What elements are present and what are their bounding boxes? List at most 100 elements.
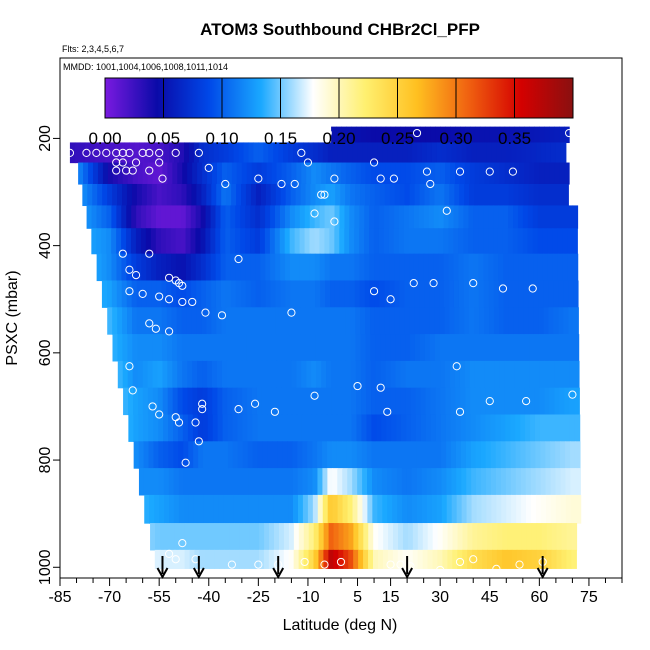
heatmap-cell (542, 205, 549, 229)
heatmap-cell (380, 360, 387, 389)
heatmap-cell (552, 205, 559, 229)
heatmap-cell (560, 494, 567, 524)
sample-marker (522, 396, 531, 406)
heatmap-cell (429, 280, 435, 308)
heatmap-cell (405, 126, 412, 144)
heatmap-cell (564, 414, 571, 442)
heatmap-cell (184, 549, 191, 569)
heatmap-cell (210, 253, 217, 282)
heatmap-cell (173, 468, 180, 496)
heatmap-cell (351, 387, 357, 416)
heatmap-cell (245, 205, 251, 229)
heatmap-cell (395, 387, 402, 416)
heatmap-cell (186, 280, 192, 308)
heatmap-cell (571, 523, 578, 551)
heatmap-cell (221, 183, 227, 207)
sample-marker (254, 560, 263, 569)
heatmap-cell (565, 441, 571, 469)
heatmap-cell (302, 494, 309, 524)
heatmap-cell (461, 468, 467, 496)
heatmap-cell (190, 253, 197, 282)
heatmap-cell (433, 205, 440, 229)
heatmap-cell (489, 360, 496, 389)
heatmap-cell (559, 126, 565, 144)
heatmap-cell (253, 142, 259, 164)
heatmap-cell (235, 253, 242, 282)
heatmap-cell (212, 387, 218, 416)
heatmap-cell (487, 523, 493, 551)
heatmap-cell (477, 549, 483, 569)
heatmap-cell (157, 162, 164, 185)
heatmap-cell (461, 494, 468, 524)
heatmap-cell (250, 183, 257, 207)
heatmap-cell (320, 307, 326, 335)
heatmap-cell (430, 162, 436, 185)
heatmap-cell (172, 334, 178, 362)
heatmap-cell (533, 307, 540, 335)
heatmap-cell (280, 280, 286, 308)
sample-marker (234, 405, 243, 414)
heatmap-cell (444, 307, 450, 335)
heatmap-cell (460, 126, 466, 144)
heatmap-cell (440, 387, 446, 416)
heatmap-cell (246, 360, 253, 389)
heatmap-cell (294, 205, 301, 229)
heatmap-cell (498, 307, 505, 335)
heatmap-cell (520, 441, 527, 469)
heatmap-cell (525, 414, 531, 442)
heatmap-cell (166, 280, 172, 308)
heatmap-cell (445, 414, 452, 442)
heatmap-cell (219, 549, 225, 569)
heatmap-cell (479, 162, 486, 185)
heatmap-cell (370, 307, 376, 335)
heatmap-cell (207, 414, 214, 442)
heatmap-cell (148, 468, 155, 496)
heatmap-cell (204, 549, 210, 569)
heatmap-cell (410, 334, 416, 362)
heatmap-cell (364, 205, 370, 229)
heatmap-cell (488, 228, 494, 255)
heatmap-cell (196, 307, 203, 335)
heatmap-cell (86, 205, 93, 229)
heatmap-cell (505, 468, 512, 496)
heatmap-cell (358, 549, 364, 569)
heatmap-cell (493, 280, 500, 308)
heatmap-cell (572, 228, 578, 255)
heatmap-cell (329, 228, 335, 255)
heatmap-cell (193, 468, 200, 496)
heatmap-cell (357, 468, 363, 496)
heatmap-cell (391, 414, 397, 442)
heatmap-cell (320, 280, 326, 308)
heatmap-cell (526, 523, 533, 551)
heatmap-cell (101, 228, 107, 255)
heatmap-cell (425, 126, 431, 144)
heatmap-cell (405, 360, 411, 389)
heatmap-cell (201, 280, 207, 308)
heatmap-cell (303, 549, 310, 569)
heatmap-cell (241, 334, 247, 362)
heatmap-cell (277, 414, 283, 442)
heatmap-cell (472, 549, 478, 569)
heatmap-cell (292, 414, 298, 442)
heatmap-cell (91, 228, 97, 255)
heatmap-cell (397, 549, 404, 569)
sample-marker (178, 297, 187, 307)
heatmap-cell (498, 253, 504, 282)
heatmap-cell (117, 162, 124, 185)
heatmap-cell (492, 549, 498, 569)
heatmap-cell (224, 523, 230, 551)
heatmap-cell (471, 468, 477, 496)
heatmap-cell (252, 414, 258, 442)
heatmap-cell (372, 494, 378, 524)
heatmap-cell (122, 360, 129, 389)
heatmap-cell (196, 334, 203, 362)
heatmap-cell (499, 162, 506, 185)
heatmap-cell (444, 183, 450, 207)
heatmap-cell (186, 183, 193, 207)
heatmap-cell (504, 360, 511, 389)
heatmap-cell (543, 334, 550, 362)
heatmap-cell (474, 307, 480, 335)
sample-marker (188, 297, 197, 307)
heatmap-cell (534, 414, 541, 442)
